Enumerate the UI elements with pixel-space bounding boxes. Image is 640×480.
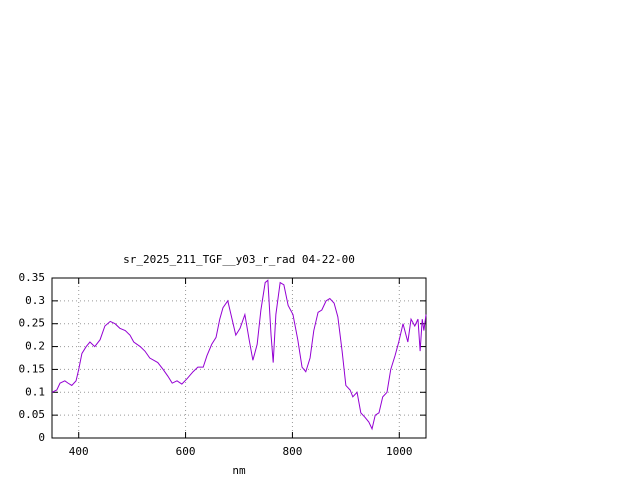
- y-tick-label: 0.1: [25, 385, 45, 398]
- x-tick-label: 800: [282, 445, 302, 458]
- data-line: [51, 279, 427, 431]
- x-tick-label: 600: [176, 445, 196, 458]
- y-tick-label: 0.15: [19, 362, 46, 375]
- chart-title: sr_2025_211_TGF__y03_r_rad 04-22-00: [123, 253, 355, 266]
- y-tick-label: 0.2: [25, 340, 45, 353]
- y-tick-label: 0.25: [19, 317, 46, 330]
- y-tick-label: 0.35: [19, 271, 46, 284]
- x-tick-label: 400: [69, 445, 89, 458]
- x-axis-label: nm: [232, 464, 246, 477]
- plot-border: [51, 277, 427, 439]
- x-tick-label: 1000: [386, 445, 413, 458]
- y-tick-label: 0.3: [25, 294, 45, 307]
- y-tick-label: 0.05: [19, 408, 46, 421]
- y-tick-label: 0: [38, 431, 45, 444]
